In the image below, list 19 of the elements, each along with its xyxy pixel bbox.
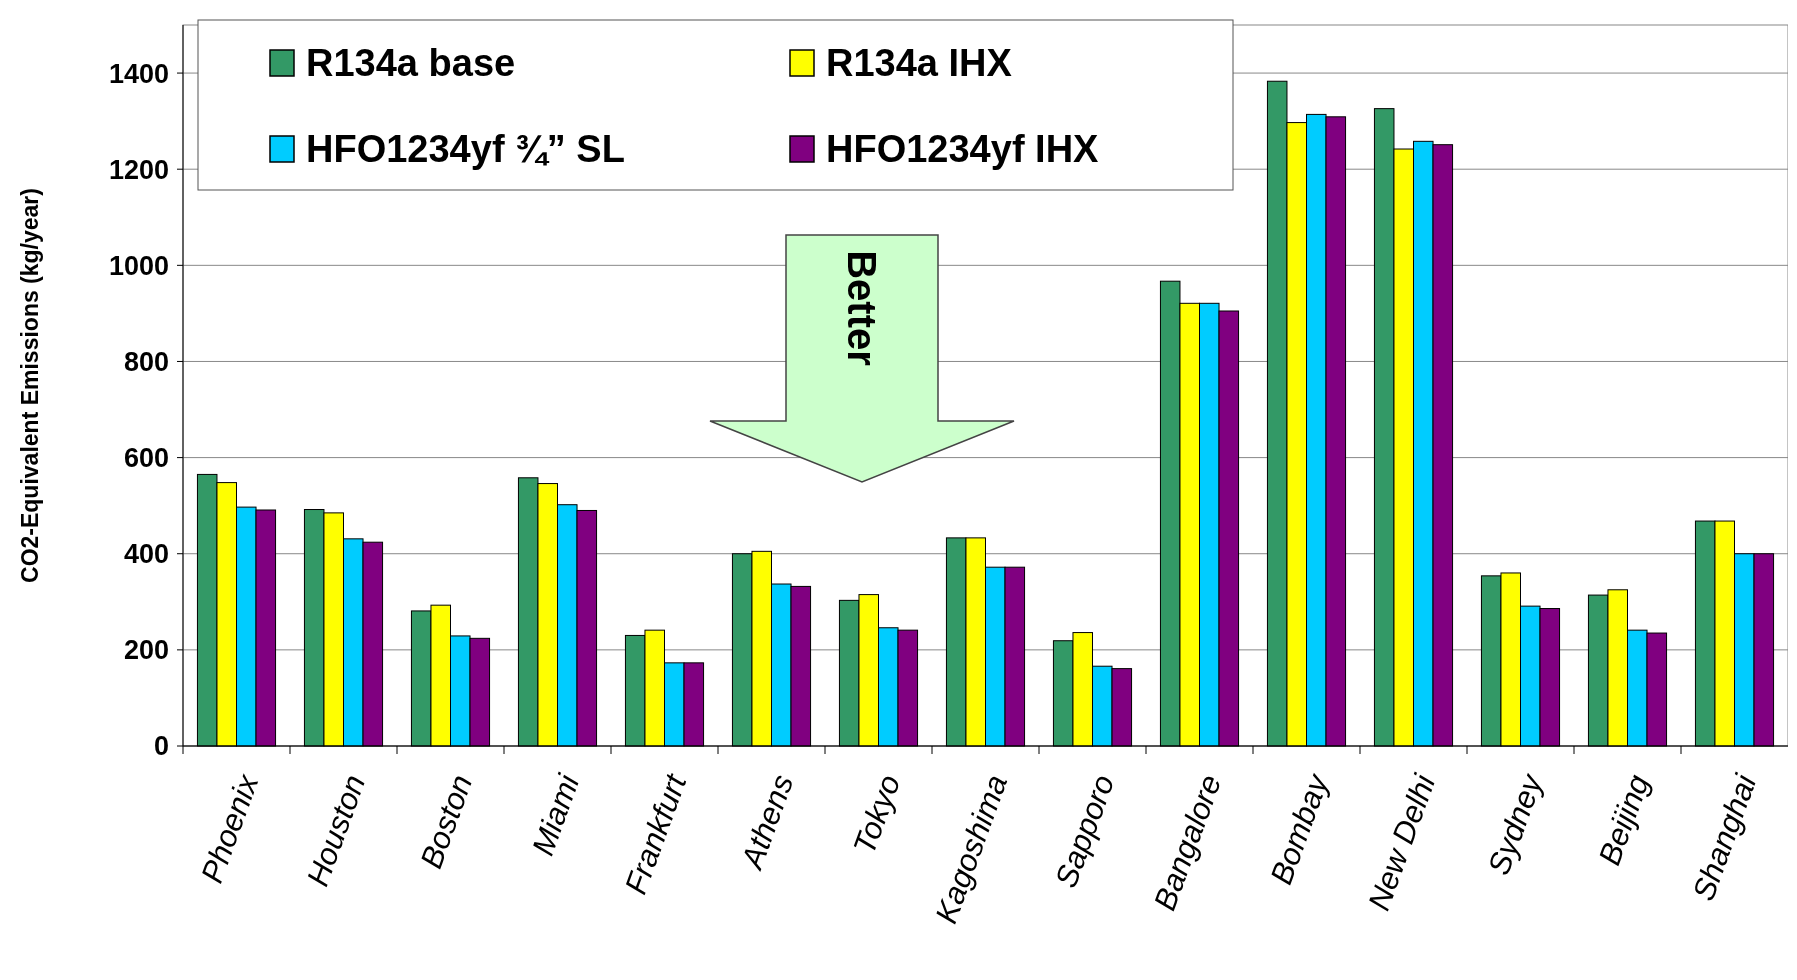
- y-tick-label: 1400: [108, 58, 169, 89]
- x-tick-label: Miami: [525, 769, 587, 860]
- y-tick-label: 1200: [108, 154, 169, 185]
- x-tick-label: Athens: [733, 770, 801, 875]
- x-tick-label: New Delhi: [1361, 769, 1443, 915]
- annotation: Better: [840, 250, 884, 366]
- y-tick-label: 600: [123, 443, 169, 474]
- y-tick-label: 800: [123, 346, 169, 377]
- y-tick-label: 1000: [108, 250, 169, 281]
- x-tick-label: Tokyo: [846, 770, 908, 859]
- y-tick-label: 0: [153, 731, 169, 762]
- legend-label: R134a IHX: [826, 42, 1013, 85]
- y-tick-label: 200: [123, 635, 169, 666]
- y-tick-label: 400: [123, 539, 169, 570]
- x-tick-label: Boston: [413, 770, 480, 873]
- legend-label: HFO1234yf ¾” SL: [306, 128, 625, 171]
- legend-label: R134a base: [306, 42, 516, 85]
- y-axis-title: CO2-Equivalent Emissions (kg/year): [17, 188, 43, 583]
- legend-label: HFO1234yf IHX: [826, 128, 1100, 171]
